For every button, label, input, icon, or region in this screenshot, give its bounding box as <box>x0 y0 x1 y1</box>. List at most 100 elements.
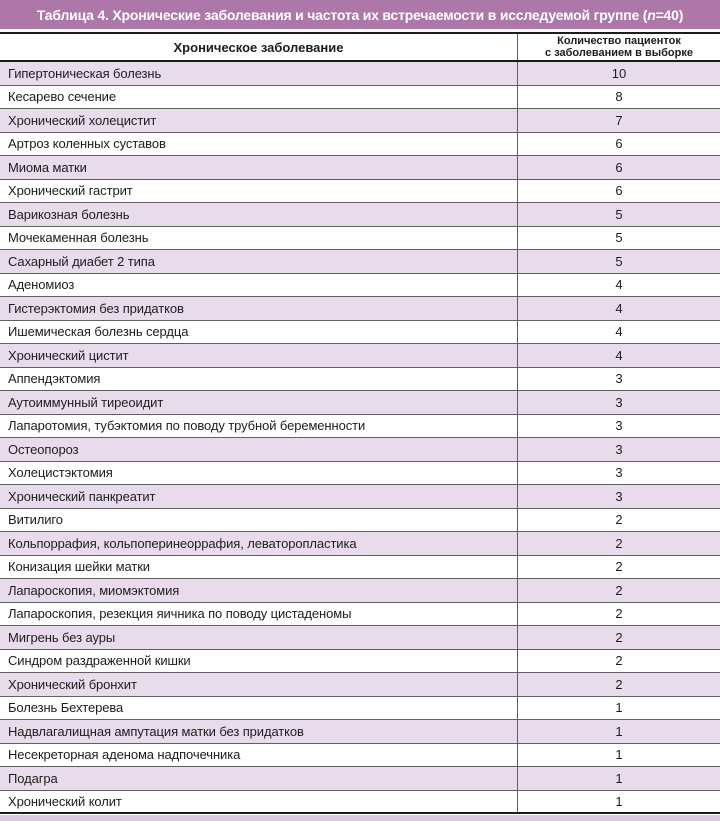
disease-cell: Холецистэктомия <box>8 465 113 481</box>
table-row: Аппендэктомия 3 <box>0 367 720 391</box>
table-row: Лапароскопия, миомэктомия 2 <box>0 579 720 603</box>
disease-cell: Миома матки <box>8 159 87 175</box>
disease-cell: Витилиго <box>8 512 63 528</box>
table-row: Хронический цистит 4 <box>0 344 720 368</box>
disease-cell: Лапаротомия, тубэктомия по поводу трубно… <box>8 418 366 434</box>
disease-cell: Мигрень без ауры <box>8 629 116 645</box>
column-header-count: Количество пациенток с заболеванием в вы… <box>517 34 720 60</box>
table-row: Хронический бронхит 2 <box>0 673 720 697</box>
table-row: Хронический колит 1 <box>0 790 720 814</box>
disease-cell: Кесарево сечение <box>8 89 116 105</box>
disease-cell: Хронический панкреатит <box>8 488 156 504</box>
table-row: Аутоиммунный тиреоидит 3 <box>0 391 720 415</box>
table-row: Артроз коленных суставов 6 <box>0 132 720 156</box>
disease-cell: Аппендэктомия <box>8 371 101 387</box>
table-title-bar: Таблица 4. Хронические заболевания и час… <box>0 0 720 29</box>
disease-cell: Болезнь Бехтерева <box>8 700 124 716</box>
table-row: Холецистэктомия 3 <box>0 461 720 485</box>
count-cell: 1 <box>517 743 720 766</box>
table-row: Гистерэктомия без придатков 4 <box>0 297 720 321</box>
column-header-disease: Хроническое заболевание <box>0 34 517 60</box>
disease-cell: Остеопороз <box>8 441 79 457</box>
table-row: Конизация шейки матки 2 <box>0 555 720 579</box>
disease-cell: Надвлагалищная ампутация матки без прида… <box>8 723 304 739</box>
table-row: Лапароскопия, резекция яичника по поводу… <box>0 602 720 626</box>
disease-cell: Хронический гастрит <box>8 183 133 199</box>
disease-cell: Лапароскопия, миомэктомия <box>8 582 180 598</box>
count-cell: 4 <box>517 320 720 343</box>
count-cell: 4 <box>517 344 720 367</box>
table-row: Хронический гастрит 6 <box>0 179 720 203</box>
table-row: Синдром раздраженной кишки 2 <box>0 649 720 673</box>
table-body: Гипертоническая болезнь 10 Кесарево сече… <box>0 62 720 814</box>
count-cell: 3 <box>517 367 720 390</box>
table-row: Ишемическая болезнь сердца 4 <box>0 320 720 344</box>
count-cell: 3 <box>517 414 720 437</box>
count-cell: 2 <box>517 626 720 649</box>
table-row: Мочекаменная болезнь 5 <box>0 226 720 250</box>
table-title-suffix: =40) <box>655 6 684 23</box>
table-row: Лапаротомия, тубэктомия по поводу трубно… <box>0 414 720 438</box>
disease-cell: Аденомиоз <box>8 277 75 293</box>
count-cell: 3 <box>517 391 720 414</box>
count-cell: 1 <box>517 790 720 812</box>
count-cell: 1 <box>517 767 720 790</box>
count-cell: 2 <box>517 555 720 578</box>
table-row: Подагра 1 <box>0 767 720 791</box>
count-cell: 6 <box>517 132 720 155</box>
disease-cell: Ишемическая болезнь сердца <box>8 324 189 340</box>
disease-cell: Хронический бронхит <box>8 676 137 692</box>
disease-cell: Хронический колит <box>8 793 122 809</box>
disease-cell: Лапароскопия, резекция яичника по поводу… <box>8 606 352 622</box>
count-cell: 6 <box>517 156 720 179</box>
table-row: Хронический панкреатит 3 <box>0 485 720 509</box>
column-header-disease-label: Хроническое заболевание <box>173 39 344 55</box>
count-cell: 4 <box>517 297 720 320</box>
disease-cell: Синдром раздраженной кишки <box>8 653 191 669</box>
count-cell: 5 <box>517 250 720 273</box>
table-row: Мигрень без ауры 2 <box>0 626 720 650</box>
disease-cell: Хронический холецистит <box>8 112 157 128</box>
disease-cell: Артроз коленных суставов <box>8 136 166 152</box>
table-row: Витилиго 2 <box>0 508 720 532</box>
count-cell: 5 <box>517 203 720 226</box>
table-row: Хронический холецистит 7 <box>0 109 720 133</box>
table-header: Хроническое заболевание Количество пацие… <box>0 32 720 62</box>
table-row: Сахарный диабет 2 типа 5 <box>0 250 720 274</box>
disease-cell: Несекреторная аденома надпочечника <box>8 747 241 763</box>
table-row: Кольпоррафия, кольпоперинеоррафия, леват… <box>0 532 720 556</box>
table-row: Остеопороз 3 <box>0 438 720 462</box>
table-title-prefix: Таблица 4. Хронические заболевания и час… <box>36 6 648 23</box>
table-row: Гипертоническая болезнь 10 <box>0 62 720 86</box>
count-cell: 5 <box>517 226 720 249</box>
column-header-count-line1: Количество пациенток <box>557 35 681 47</box>
disease-cell: Варикозная болезнь <box>8 206 130 222</box>
table-row: Болезнь Бехтерева 1 <box>0 696 720 720</box>
count-cell: 3 <box>517 485 720 508</box>
table-row: Несекреторная аденома надпочечника 1 <box>0 743 720 767</box>
table-row: Варикозная болезнь 5 <box>0 203 720 227</box>
disease-cell: Аутоиммунный тиреоидит <box>8 394 164 410</box>
disease-cell: Кольпоррафия, кольпоперинеоррафия, леват… <box>8 535 357 551</box>
count-cell: 7 <box>517 109 720 132</box>
count-cell: 2 <box>517 649 720 672</box>
disease-cell: Гипертоническая болезнь <box>8 65 162 81</box>
count-cell: 2 <box>517 579 720 602</box>
disease-cell: Подагра <box>8 770 58 786</box>
disease-cell: Мочекаменная болезнь <box>8 230 149 246</box>
table-row: Аденомиоз 4 <box>0 273 720 297</box>
count-cell: 4 <box>517 273 720 296</box>
count-cell: 2 <box>517 532 720 555</box>
disease-cell: Сахарный диабет 2 типа <box>8 253 155 269</box>
count-cell: 2 <box>517 673 720 696</box>
table-row: Кесарево сечение 8 <box>0 85 720 109</box>
count-cell: 1 <box>517 696 720 719</box>
disease-cell: Конизация шейки матки <box>8 559 150 575</box>
count-cell: 3 <box>517 438 720 461</box>
count-cell: 1 <box>517 720 720 743</box>
count-cell: 2 <box>517 508 720 531</box>
count-cell: 10 <box>517 62 720 85</box>
disease-cell: Хронический цистит <box>8 347 129 363</box>
